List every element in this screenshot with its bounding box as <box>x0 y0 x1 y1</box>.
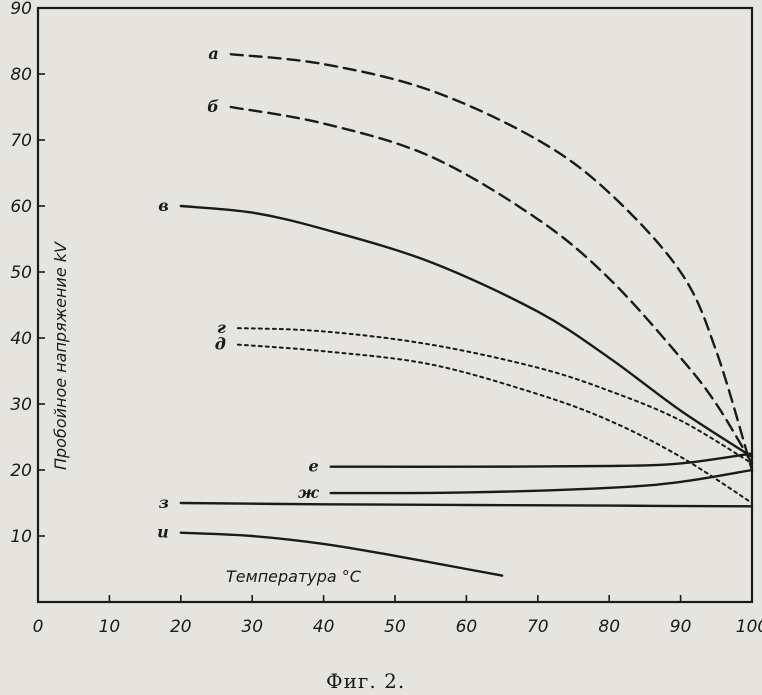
chart-axes <box>36 6 754 604</box>
series-line-в <box>179 204 754 458</box>
series-line-ж <box>329 468 754 495</box>
x-tick-label: 20 <box>170 617 192 637</box>
series-line-е <box>329 452 754 468</box>
series-label-и: и <box>157 523 169 542</box>
x-tick-label: 60 <box>456 617 478 637</box>
x-tick-label: 80 <box>598 617 620 637</box>
series-label-е: е <box>309 457 319 476</box>
series-label-г: г <box>217 318 226 337</box>
series-label-з: з <box>159 493 169 512</box>
series-label-а: а <box>208 44 218 63</box>
figure-caption: Фиг. 2. <box>326 669 405 693</box>
series-label-д: д <box>215 335 226 354</box>
y-tick-label: 20 <box>10 461 32 481</box>
x-tick-label: 70 <box>527 617 549 637</box>
y-tick-label: 30 <box>10 395 32 415</box>
plot-frame <box>36 6 754 604</box>
y-tick-label: 90 <box>10 0 32 19</box>
x-tick-label: 100 <box>736 617 762 637</box>
series-line-б <box>229 105 754 465</box>
y-tick-label: 70 <box>10 131 32 151</box>
y-tick-label: 10 <box>10 527 32 547</box>
chart-ticks: 0 10 20 30 40 50 60 70 80 90 100 10 20 30 40 50 60 70 80 90 <box>10 0 762 637</box>
x-tick-label: 40 <box>313 617 335 637</box>
x-tick-label: 0 <box>33 617 44 637</box>
x-tick-label: 90 <box>670 617 692 637</box>
x-tick-label: 50 <box>384 617 406 637</box>
series-line-з <box>179 501 754 508</box>
series-line-д <box>236 343 753 504</box>
chart-series <box>179 53 754 577</box>
x-axis-title: Температура °C <box>226 567 362 586</box>
y-tick-label: 80 <box>10 65 32 85</box>
series-label-б: б <box>207 97 219 116</box>
chart-series-labels: а б в гд еж зи <box>157 44 320 542</box>
y-tick-label: 40 <box>10 329 32 349</box>
series-line-г <box>236 327 753 465</box>
x-tick-label: 10 <box>99 617 121 637</box>
y-tick-label: 60 <box>10 197 32 217</box>
y-axis-title: Пробойное напряжение kV <box>51 241 70 470</box>
series-line-а <box>229 53 754 472</box>
y-tick-label: 50 <box>10 263 32 283</box>
x-tick-label: 30 <box>241 617 263 637</box>
series-label-ж: ж <box>298 483 320 502</box>
series-line-и <box>179 531 504 577</box>
series-label-в: в <box>158 196 169 215</box>
